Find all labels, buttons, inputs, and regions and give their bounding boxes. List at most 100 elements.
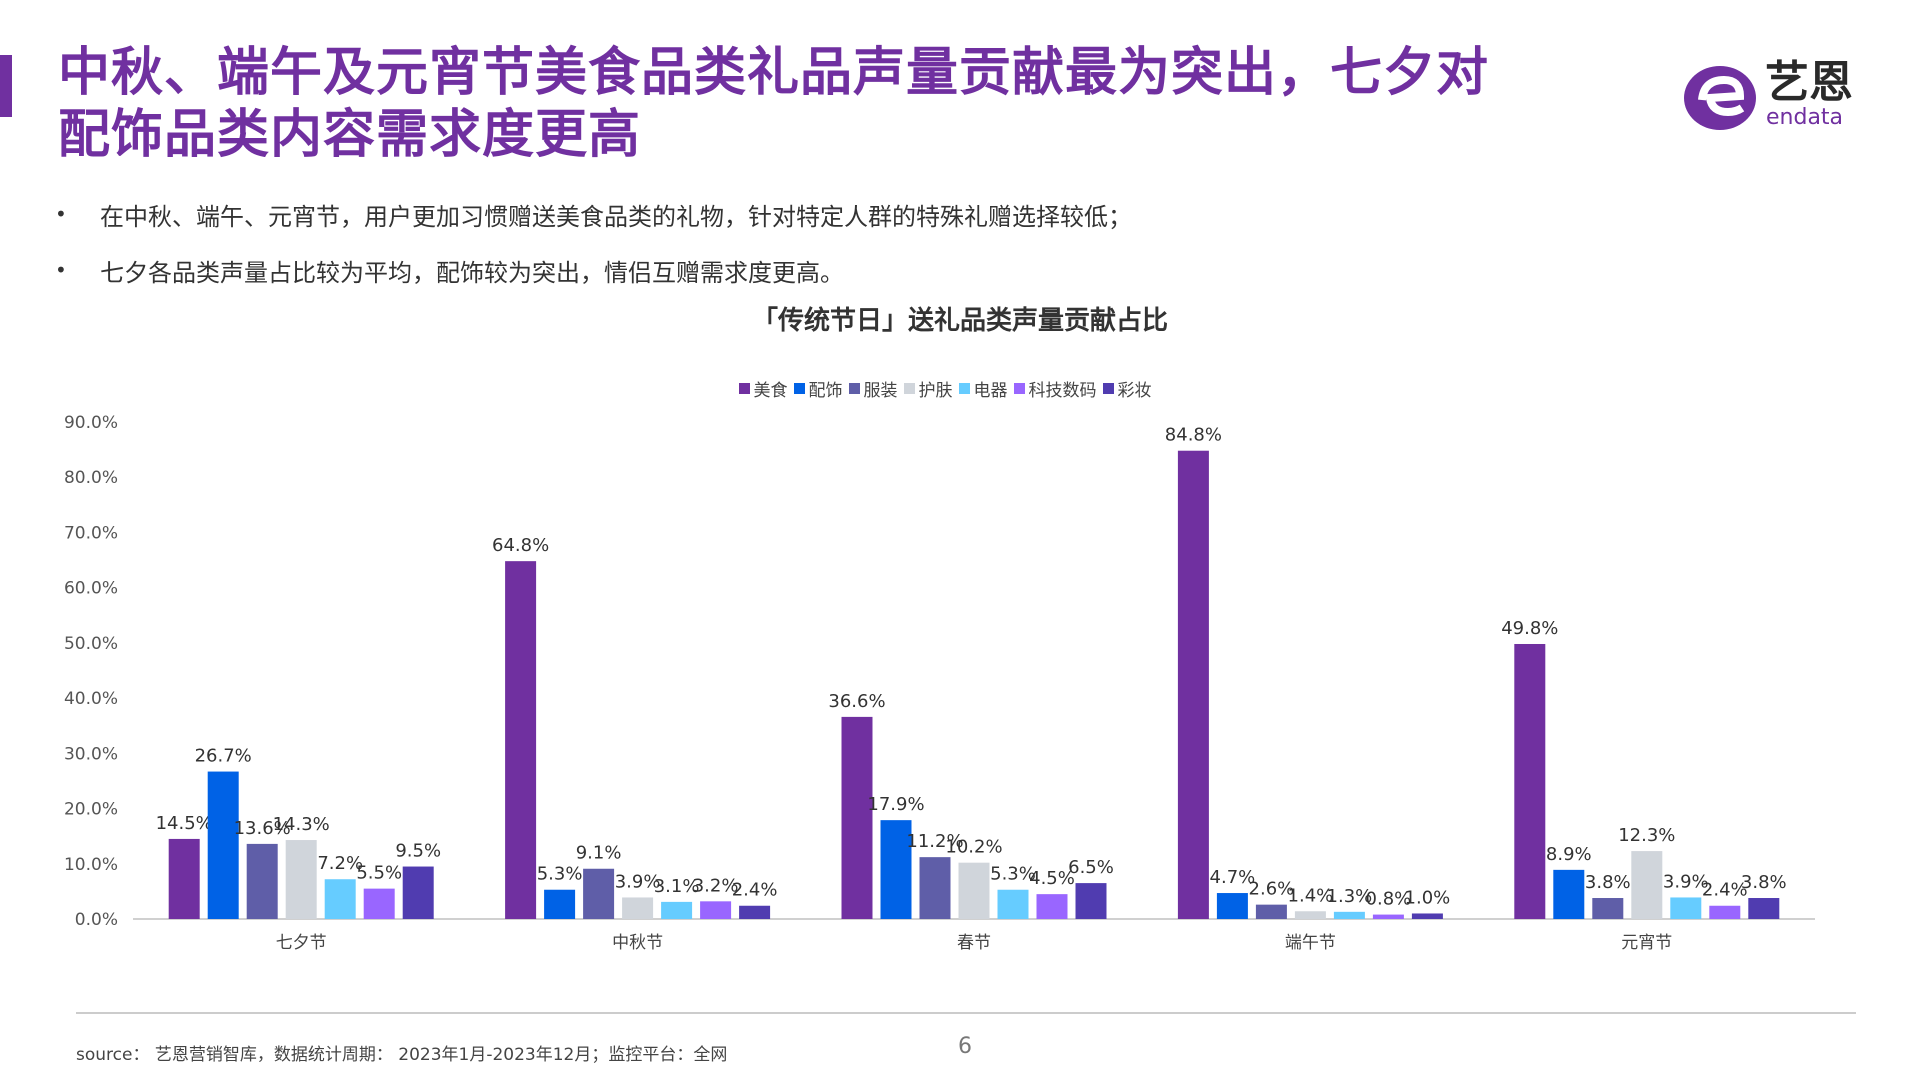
bullet-dot-icon: •: [55, 202, 67, 226]
data-label: 3.9%: [615, 871, 661, 892]
legend-label: 电器: [973, 381, 1008, 401]
data-label: 2.4%: [732, 880, 778, 901]
source-note: source： 艺恩营销智库，数据统计周期： 2023年1月-2023年12月；…: [76, 1045, 728, 1065]
data-label: 49.8%: [1501, 618, 1558, 639]
data-label: 3.2%: [693, 875, 739, 896]
data-label: 9.5%: [395, 841, 441, 862]
y-tick-label: 10.0%: [64, 855, 118, 875]
bullet-list: • 在中秋、端午、元宵节，用户更加习惯赠送美食品类的礼物，针对特定人群的特殊礼赠选…: [55, 186, 1132, 298]
data-label: 0.8%: [1366, 889, 1412, 910]
data-label: 17.9%: [867, 794, 924, 815]
bar-护肤: [1631, 851, 1663, 919]
chart-legend: 美食 配饰 服装 护肤 电器 科技数码 彩妆: [0, 376, 1890, 401]
bar-彩妆: [739, 905, 771, 919]
data-label: 7.2%: [317, 853, 363, 874]
data-label: 1.4%: [1288, 885, 1334, 906]
page-number: 6: [958, 1034, 972, 1059]
data-label: 3.8%: [1585, 872, 1631, 893]
bar-科技数码: [363, 888, 395, 919]
bar-彩妆: [1411, 913, 1443, 919]
y-tick-label: 40.0%: [64, 689, 118, 709]
bar-美食: [1177, 450, 1209, 919]
bullet-text: 七夕各品类声量占比较为平均，配饰较为突出，情侣互赠需求度更高。: [100, 258, 844, 287]
data-label: 5.3%: [537, 864, 583, 885]
bar-电器: [1333, 911, 1365, 919]
data-label: 4.5%: [1029, 868, 1075, 889]
data-label: 3.1%: [654, 876, 700, 897]
bar-科技数码: [1036, 894, 1068, 919]
logo-cn: 艺恩: [1765, 57, 1853, 108]
data-label: 2.6%: [1249, 879, 1295, 900]
legend-label: 护肤: [918, 381, 953, 401]
title-line-1: 中秋、端午及元宵节美食品类礼品声量贡献最为突出，七夕对: [58, 43, 1490, 103]
bar-护肤: [622, 897, 654, 919]
bar-美食: [505, 561, 537, 919]
title-line-2: 配饰品类内容需求度更高: [58, 105, 642, 165]
bar-电器: [661, 901, 693, 919]
bar-配饰: [207, 771, 239, 919]
bar-美食: [1514, 643, 1546, 919]
data-label: 26.7%: [195, 746, 252, 767]
legend-swatch: [903, 383, 915, 394]
bar-科技数码: [1709, 905, 1741, 919]
legend-label: 配饰: [808, 381, 843, 401]
bullet-text: 在中秋、端午、元宵节，用户更加习惯赠送美食品类的礼物，针对特定人群的特殊礼赠选择…: [100, 202, 1132, 231]
bar-电器: [997, 889, 1029, 919]
endata-logo: 艺恩 endata: [1680, 58, 1870, 134]
legend-swatch: [793, 383, 805, 394]
data-label: 12.3%: [1618, 825, 1675, 846]
bar-服装: [583, 868, 615, 919]
data-label: 1.3%: [1327, 886, 1373, 907]
legend-label: 美食: [753, 381, 788, 401]
x-tick-label: 七夕节: [276, 933, 327, 953]
data-label: 6.5%: [1068, 857, 1114, 878]
bar-配饰: [1216, 893, 1248, 919]
bar-服装: [246, 843, 278, 919]
data-label: 14.3%: [273, 814, 330, 835]
data-label: 4.7%: [1210, 867, 1256, 888]
y-tick-label: 70.0%: [64, 523, 118, 543]
data-label: 14.5%: [156, 813, 213, 834]
x-tick-label: 春节: [957, 933, 991, 953]
bar-配饰: [544, 889, 576, 919]
x-tick-label: 端午节: [1285, 933, 1336, 953]
legend-swatch: [1013, 383, 1025, 394]
bar-电器: [324, 879, 356, 919]
legend-item: 美食: [738, 376, 788, 401]
data-label: 5.5%: [356, 863, 402, 884]
bar-彩妆: [1075, 883, 1107, 919]
chart-title: 「传统节日」送礼品类声量贡献占比: [751, 306, 1168, 336]
bar-科技数码: [1372, 914, 1404, 919]
legend-label: 科技数码: [1028, 381, 1097, 401]
bar-配饰: [1553, 869, 1585, 919]
data-label: 36.6%: [828, 691, 885, 712]
bullet-item: • 在中秋、端午、元宵节，用户更加习惯赠送美食品类的礼物，针对特定人群的特殊礼赠选…: [55, 186, 1132, 242]
data-label: 84.8%: [1165, 425, 1222, 446]
y-tick-label: 50.0%: [64, 634, 118, 654]
bar-护肤: [958, 862, 990, 919]
data-label: 3.9%: [1663, 871, 1709, 892]
page-title: 中秋、端午及元宵节美食品类礼品声量贡献最为突出，七夕对 配饰品类内容需求度更高: [58, 42, 1618, 166]
data-label: 5.3%: [990, 864, 1036, 885]
y-tick-label: 90.0%: [64, 413, 118, 433]
legend-label: 彩妆: [1117, 381, 1152, 401]
y-tick-label: 60.0%: [64, 579, 118, 599]
legend-item: 护肤: [903, 376, 953, 401]
footer-divider: [76, 1012, 1856, 1014]
data-label: 3.8%: [1741, 872, 1787, 893]
bar-美食: [168, 838, 200, 919]
legend-item: 电器: [958, 376, 1008, 401]
bullet-dot-icon: •: [55, 258, 67, 282]
x-tick-label: 元宵节: [1621, 933, 1672, 953]
bar-科技数码: [700, 901, 732, 919]
y-tick-label: 30.0%: [64, 744, 118, 764]
data-label: 8.9%: [1546, 844, 1592, 865]
legend-swatch: [848, 383, 860, 394]
bar-电器: [1670, 897, 1702, 919]
logo-e-icon: [1684, 66, 1756, 130]
data-label: 13.6%: [234, 818, 291, 839]
bullet-item: • 七夕各品类声量占比较为平均，配饰较为突出，情侣互赠需求度更高。: [55, 242, 1132, 298]
bar-彩妆: [402, 866, 434, 919]
title-accent-bar: [0, 55, 12, 117]
